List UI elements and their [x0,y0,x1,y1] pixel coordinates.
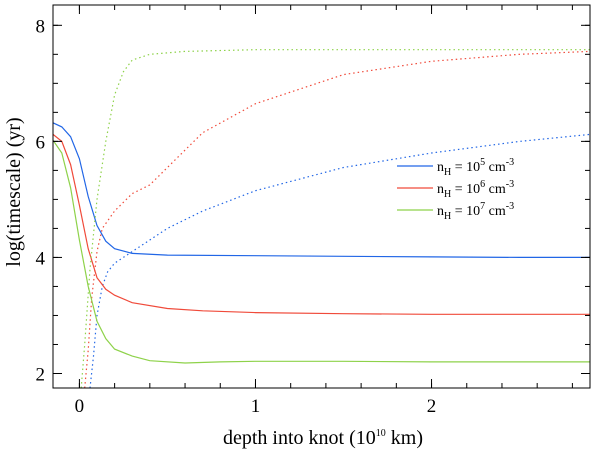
y-tick-label: 8 [36,16,46,37]
legend-label-part: n [437,182,444,197]
legend-label-part: -3 [506,157,514,168]
x-axis-label-prefix: depth into knot (10 [223,427,376,449]
curves-layer [53,49,590,388]
x-tick-label: 1 [251,396,261,417]
x-axis-label-exponent: 10 [376,428,386,439]
legend-label-part: 7 [480,201,485,212]
legend-label-part: 6 [480,179,485,190]
series-3-dotted-line [80,49,590,388]
legend-label-part: n [437,160,444,175]
legend-label-part: H [444,167,451,178]
plot-frame-layer [52,4,591,389]
legend-label-part: H [444,211,451,222]
ticks-layer: 0 1 2 2 4 6 8 [36,5,590,417]
y-tick-label: 2 [36,364,46,385]
legend-label-part: = 10 [451,160,480,175]
series-2-solid-line [53,133,590,315]
legend-label-3: nH = 107 cm-3 [437,201,514,222]
legend-label-part: = 10 [451,182,480,197]
legend-label-2: nH = 106 cm-3 [437,179,514,200]
legend-label-part: n [437,204,444,219]
legend-label-part: cm [485,204,506,219]
series-2-dotted-line [84,50,590,388]
legend: nH = 105 cm-3nH = 106 cm-3nH = 107 cm-3 [397,157,514,222]
legend-label-1: nH = 105 cm-3 [437,157,514,178]
plot-frame [52,4,591,389]
x-tick-label: 0 [75,396,85,417]
legend-label-part: H [444,189,451,200]
legend-label-part: cm [485,160,506,175]
series-1-solid-line [53,122,590,258]
series-1-dotted-line [89,133,590,388]
y-tick-label: 4 [36,248,46,269]
legend-label-part: 5 [480,157,485,168]
legend-label-part: = 10 [451,204,480,219]
y-axis-label: log(timescale) (yr) [3,117,25,266]
x-tick-label: 2 [427,396,437,417]
y-tick-label: 6 [36,132,46,153]
series-3-solid-line [53,139,590,364]
legend-label-part: -3 [506,179,514,190]
x-axis-label: depth into knot (1010 km) [223,427,423,449]
legend-label-part: cm [485,182,506,197]
x-axis-label-suffix: km) [386,427,423,449]
legend-label-part: -3 [506,201,514,212]
